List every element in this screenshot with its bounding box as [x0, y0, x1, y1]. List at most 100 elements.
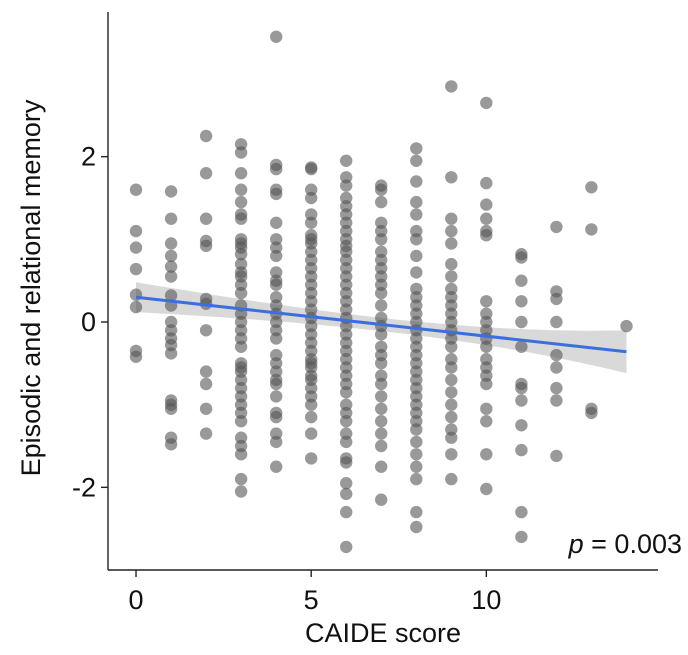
data-point	[480, 402, 493, 415]
data-point	[164, 212, 178, 225]
data-point	[375, 493, 388, 506]
data-point	[234, 415, 248, 428]
data-point	[480, 415, 493, 428]
x-tick-label: 5	[304, 585, 319, 615]
data-point	[550, 381, 563, 395]
data-point	[550, 394, 563, 407]
data-point	[375, 427, 388, 440]
data-point	[515, 381, 528, 395]
data-point	[445, 80, 458, 93]
data-point	[445, 340, 458, 353]
data-point	[199, 324, 213, 337]
x-axis-label: CAIDE score	[305, 618, 461, 648]
data-point	[270, 435, 283, 449]
data-point	[234, 183, 248, 196]
data-point	[550, 292, 563, 306]
data-point	[164, 270, 178, 283]
p-value-text: = 0.003	[584, 529, 682, 559]
data-point	[234, 286, 248, 300]
data-point	[445, 431, 458, 444]
data-point	[445, 237, 458, 250]
p-symbol: p	[568, 529, 584, 559]
data-point	[515, 295, 528, 308]
data-point	[270, 460, 283, 473]
data-point	[515, 340, 528, 353]
data-point	[305, 162, 318, 176]
data-point	[445, 472, 458, 486]
data-point	[340, 477, 353, 490]
data-point	[410, 249, 423, 263]
data-point	[340, 487, 353, 501]
data-point	[410, 448, 423, 461]
data-point	[410, 423, 423, 436]
data-point	[164, 260, 178, 273]
data-point	[164, 347, 178, 360]
data-point	[305, 216, 318, 229]
data-point	[164, 249, 178, 263]
data-point	[340, 435, 353, 449]
data-point	[340, 179, 353, 192]
data-point	[305, 427, 318, 440]
data-point	[375, 390, 388, 403]
data-point	[515, 530, 528, 544]
data-point	[480, 482, 493, 496]
data-point	[340, 415, 353, 428]
data-point	[305, 452, 318, 465]
data-point	[270, 30, 283, 43]
data-point	[375, 233, 388, 246]
data-point	[445, 361, 458, 374]
data-point	[234, 212, 248, 225]
data-point	[480, 448, 493, 461]
data-point	[410, 208, 423, 221]
p-value-annotation: p = 0.003	[568, 529, 682, 559]
data-point	[270, 332, 283, 345]
data-point	[585, 181, 598, 194]
data-point	[164, 237, 178, 250]
data-point	[445, 257, 458, 271]
data-point	[445, 373, 458, 387]
data-point	[305, 398, 318, 411]
data-point	[340, 386, 353, 399]
data-point	[585, 223, 598, 236]
data-point	[234, 195, 248, 209]
data-point	[199, 239, 213, 253]
data-point	[410, 520, 423, 534]
data-point	[129, 183, 143, 196]
data-point	[445, 386, 458, 399]
data-point	[410, 266, 423, 279]
data-point	[340, 456, 353, 469]
data-point	[445, 448, 458, 461]
data-point	[129, 300, 143, 314]
data-point	[199, 377, 213, 391]
trend-line	[135, 295, 627, 354]
data-point	[620, 319, 633, 333]
data-point	[480, 340, 493, 353]
data-point	[410, 505, 423, 519]
data-point	[410, 460, 423, 473]
data-point	[234, 167, 248, 180]
data-point	[305, 191, 318, 205]
data-point	[199, 129, 213, 143]
data-point	[515, 505, 528, 519]
data-point	[234, 146, 248, 159]
data-points-layer	[129, 30, 633, 554]
data-point	[480, 377, 493, 391]
data-point	[199, 365, 213, 378]
data-point	[410, 142, 423, 155]
data-point	[270, 278, 283, 291]
data-point	[270, 162, 283, 176]
data-point	[410, 472, 423, 486]
ticks-layer: 0 5 10 -2 0 2	[72, 142, 501, 615]
data-point	[164, 289, 178, 302]
data-point	[410, 435, 423, 449]
data-point	[270, 249, 283, 263]
data-point	[515, 394, 528, 407]
data-point	[199, 402, 213, 415]
data-point	[340, 540, 353, 554]
data-point	[234, 340, 248, 353]
data-point	[515, 251, 528, 264]
data-point	[129, 241, 143, 254]
data-point	[410, 154, 423, 167]
data-point	[445, 212, 458, 225]
